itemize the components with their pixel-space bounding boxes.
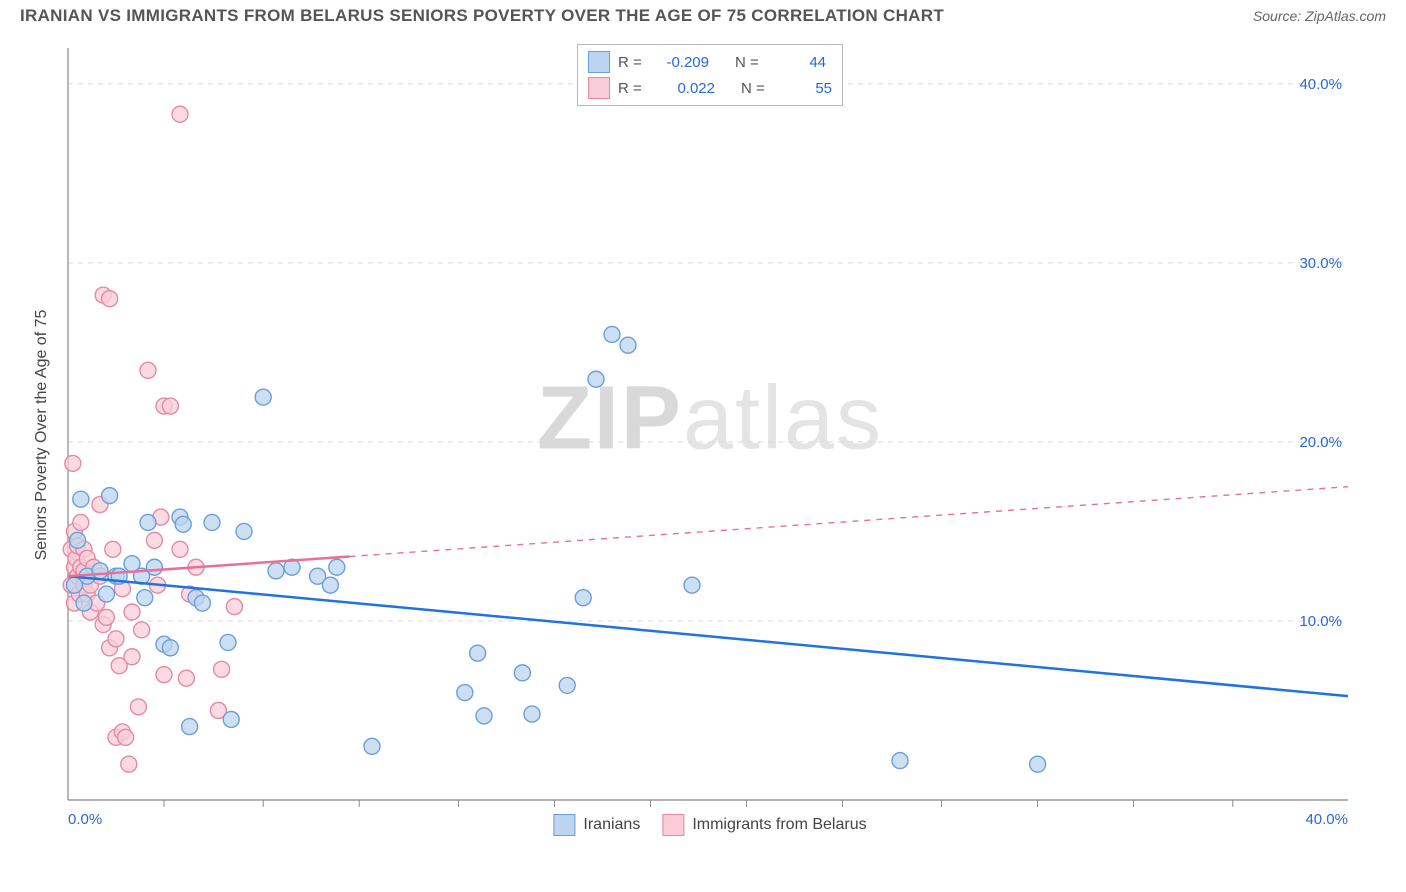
r-label-2: R = [618, 80, 646, 97]
svg-text:40.0%: 40.0% [1305, 811, 1348, 828]
svg-text:40.0%: 40.0% [1299, 76, 1342, 93]
svg-text:10.0%: 10.0% [1299, 613, 1342, 630]
legend-stats-row-2: R = 0.022 N = 55 [588, 75, 832, 101]
svg-text:30.0%: 30.0% [1299, 255, 1342, 272]
header-bar: IRANIAN VS IMMIGRANTS FROM BELARUS SENIO… [0, 0, 1406, 30]
r-value-1: -0.209 [654, 54, 709, 71]
n-value-2: 55 [777, 80, 832, 97]
r-label: R = [618, 54, 646, 71]
scatter-plot: 10.0% 20.0% 30.0% 40.0% 0.0% 40.0% [50, 40, 1370, 830]
legend-label-iranians: Iranians [583, 816, 640, 834]
svg-text:20.0%: 20.0% [1299, 434, 1342, 451]
legend-swatch-belarus [588, 77, 610, 99]
legend-swatch-belarus-2 [662, 814, 684, 836]
legend-stats-row-1: R = -0.209 N = 44 [588, 49, 832, 75]
source-prefix: Source: [1253, 8, 1305, 24]
y-axis-label: Seniors Poverty Over the Age of 75 [33, 310, 51, 561]
legend-stats: R = -0.209 N = 44 R = 0.022 N = 55 [577, 44, 843, 106]
legend-label-belarus: Immigrants from Belarus [692, 816, 866, 834]
source-name: ZipAtlas.com [1305, 8, 1386, 24]
legend-item-belarus: Immigrants from Belarus [662, 814, 866, 836]
chart-title: IRANIAN VS IMMIGRANTS FROM BELARUS SENIO… [20, 6, 944, 26]
legend-series: Iranians Immigrants from Belarus [553, 814, 866, 836]
n-label-2: N = [741, 80, 769, 97]
n-label: N = [735, 54, 763, 71]
chart-area: Seniors Poverty Over the Age of 75 ZIPat… [50, 40, 1370, 830]
legend-item-iranians: Iranians [553, 814, 640, 836]
n-value-1: 44 [771, 54, 826, 71]
source-attribution: Source: ZipAtlas.com [1253, 8, 1386, 24]
legend-swatch-iranians-2 [553, 814, 575, 836]
svg-text:0.0%: 0.0% [68, 811, 102, 828]
r-value-2: 0.022 [654, 80, 715, 97]
legend-swatch-iranians [588, 51, 610, 73]
